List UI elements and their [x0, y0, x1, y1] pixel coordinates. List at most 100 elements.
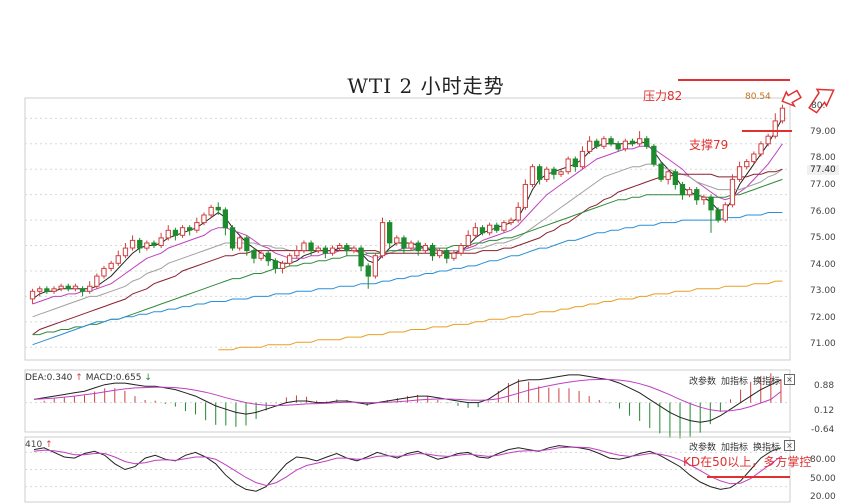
candle-down: [651, 145, 657, 165]
candle-up: [701, 196, 707, 201]
price-tick: 79.00: [810, 127, 836, 137]
candle-down: [694, 189, 700, 201]
candle-up: [87, 285, 93, 292]
candle-down: [137, 239, 143, 249]
candle-down: [187, 227, 193, 231]
candle-down: [715, 209, 721, 221]
moving-average-line: [32, 212, 783, 346]
candle-up: [58, 285, 64, 290]
candle-up: [379, 222, 386, 257]
kd-note: KD在50以上，多方掌控: [683, 455, 812, 469]
candle-up: [779, 107, 786, 122]
candle-up: [501, 222, 507, 231]
candle-down: [444, 250, 450, 259]
candle-down: [44, 288, 50, 292]
support-label: 支撑79: [689, 138, 729, 152]
candle-up: [729, 178, 736, 206]
macd-close-icon[interactable]: ×: [784, 374, 795, 385]
candle-up: [258, 252, 264, 259]
kd-add-indicator-button[interactable]: 加指标: [721, 443, 749, 453]
moving-average-line: [32, 178, 783, 336]
candle-up: [487, 224, 493, 234]
macd-add-indicator-button[interactable]: 加指标: [721, 377, 749, 387]
candle-up: [201, 214, 207, 224]
price-tick-top: 80.: [811, 101, 826, 111]
macd-switch-indicator-button[interactable]: 换指标: [753, 377, 781, 387]
candle-up: [508, 219, 514, 224]
candle-down: [265, 252, 271, 262]
price-tick: 76.00: [810, 207, 836, 217]
resistance-label: 压力82: [643, 89, 683, 103]
candle-down: [65, 285, 71, 290]
candle-up: [515, 206, 521, 221]
candle-up: [579, 150, 586, 168]
down-arrow-icon: ↓: [144, 373, 152, 383]
macd-tick: 0.12: [814, 406, 835, 416]
candle-up: [29, 290, 36, 300]
candle-down: [244, 237, 250, 252]
candle-up: [329, 247, 336, 254]
price-tick: 73.00: [810, 286, 836, 296]
candle-down: [594, 140, 600, 147]
candle-down: [672, 171, 679, 186]
candle-down: [251, 250, 257, 259]
candle-up: [765, 135, 771, 145]
candle-up: [686, 189, 693, 196]
candle-up: [458, 245, 464, 254]
kd-switch-indicator-button[interactable]: 换指标: [753, 443, 781, 453]
candle-up: [337, 245, 343, 249]
macd-tick: 0.88: [814, 381, 835, 391]
macd-edit-params-button[interactable]: 改参数: [689, 377, 717, 387]
candle-down: [358, 247, 364, 267]
candle-up: [751, 153, 757, 163]
candle-down: [172, 229, 179, 236]
candle-up: [422, 245, 429, 252]
candle-down: [79, 288, 86, 292]
price-tick: 72.00: [810, 313, 836, 323]
moving-average-line: [32, 168, 783, 336]
candle-up: [122, 247, 129, 257]
arrow-icon: [808, 88, 835, 114]
candle-up: [237, 237, 243, 249]
candle-up: [315, 247, 321, 252]
candle-down: [365, 265, 371, 277]
candle-down: [494, 224, 500, 231]
candle-up: [665, 171, 671, 180]
candle-up: [37, 288, 43, 292]
candle-down: [308, 242, 314, 252]
high-price-label: 80.54: [745, 92, 771, 102]
candle-up: [372, 255, 379, 277]
candle-down: [608, 138, 614, 145]
candle-down: [151, 242, 157, 246]
candle-down: [479, 227, 486, 234]
kd-header-text: 410: [25, 440, 43, 450]
candle-up: [637, 138, 643, 145]
price-tick: 74.00: [810, 260, 836, 270]
candle-down: [272, 260, 279, 269]
kd-tick: 20.00: [810, 492, 836, 502]
candle-up: [94, 275, 100, 287]
candle-down: [572, 158, 579, 168]
candle-up: [544, 168, 550, 180]
candle-up: [179, 227, 186, 236]
candle-up: [622, 140, 629, 150]
candle-up: [522, 184, 529, 208]
kd-edit-params-button[interactable]: 改参数: [689, 443, 717, 453]
kd-tick: 50.00: [810, 474, 836, 484]
candle-up: [565, 158, 571, 173]
candle-up: [394, 237, 400, 244]
candle-up: [736, 166, 743, 180]
candle-up: [587, 140, 593, 152]
candle-down: [387, 222, 393, 244]
candle-down: [615, 143, 621, 150]
candle-up: [301, 242, 307, 252]
candle-down: [629, 140, 636, 145]
moving-average-line: [218, 280, 783, 351]
candle-down: [551, 168, 557, 175]
price-tick: 75.00: [810, 233, 836, 243]
candle-up: [115, 255, 121, 264]
kd-close-icon[interactable]: ×: [784, 440, 795, 451]
chart-title: WTI 2 小时走势: [347, 74, 505, 98]
candle-down: [222, 209, 228, 229]
